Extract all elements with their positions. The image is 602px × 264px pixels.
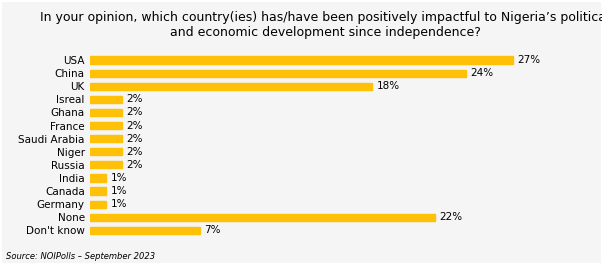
Text: 22%: 22% (439, 212, 462, 222)
Bar (90, 161, 122, 168)
Text: 2%: 2% (126, 160, 143, 170)
Bar (90, 201, 106, 208)
Text: 2%: 2% (126, 94, 143, 104)
Text: 1%: 1% (111, 199, 127, 209)
Text: 27%: 27% (518, 55, 541, 65)
Bar (90, 135, 122, 142)
Bar (90, 69, 466, 77)
Bar (90, 56, 513, 64)
Text: 1%: 1% (111, 186, 127, 196)
Text: 18%: 18% (377, 81, 400, 91)
Bar (90, 83, 372, 90)
Bar (90, 174, 106, 182)
Bar (90, 214, 435, 221)
Title: In your opinion, which country(ies) has/have been positively impactful to Nigeri: In your opinion, which country(ies) has/… (40, 11, 602, 39)
Bar (90, 96, 122, 103)
Text: 2%: 2% (126, 107, 143, 117)
Bar (90, 122, 122, 129)
Text: 24%: 24% (471, 68, 494, 78)
Text: 1%: 1% (111, 173, 127, 183)
Text: Source: NOIPolls – September 2023: Source: NOIPolls – September 2023 (6, 252, 155, 261)
Bar (90, 148, 122, 155)
Text: 7%: 7% (205, 225, 221, 235)
Bar (90, 109, 122, 116)
Text: 2%: 2% (126, 147, 143, 157)
Bar (90, 227, 200, 234)
Text: 2%: 2% (126, 121, 143, 130)
Bar (90, 187, 106, 195)
Text: 2%: 2% (126, 134, 143, 144)
